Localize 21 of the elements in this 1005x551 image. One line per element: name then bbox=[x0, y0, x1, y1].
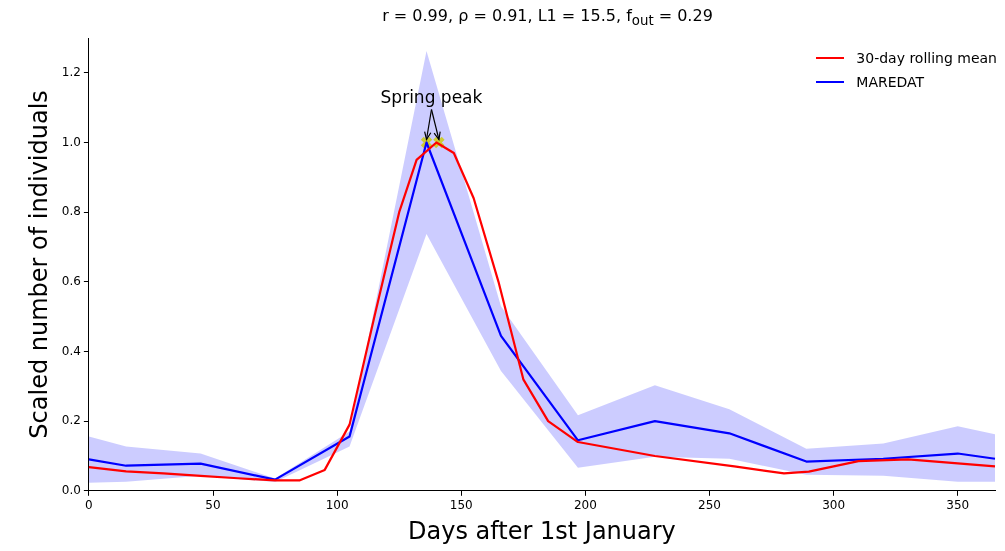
x-tick-label: 200 bbox=[573, 498, 597, 513]
legend-label: 30-day rolling mean bbox=[856, 49, 997, 68]
legend-label: MAREDAT bbox=[856, 73, 925, 92]
y-tick-label: 0.8 bbox=[61, 204, 81, 219]
x-tick-label: 100 bbox=[325, 498, 349, 513]
y-tick-label: 0.4 bbox=[61, 343, 81, 358]
x-tick-label: 350 bbox=[946, 498, 970, 513]
x-tick-label: 250 bbox=[698, 498, 721, 513]
y-tick-label: 0.0 bbox=[61, 482, 81, 497]
x-tick-label: 150 bbox=[449, 498, 473, 513]
y-tick-label: 0.2 bbox=[61, 413, 81, 428]
x-tick-label: 300 bbox=[822, 498, 846, 513]
annotation: Spring peak bbox=[380, 87, 483, 108]
x-tick-label: 50 bbox=[205, 498, 221, 513]
x-tick-label: 0 bbox=[85, 498, 93, 513]
y-tick-label: 1.2 bbox=[61, 64, 81, 79]
y-tick-label: 0.6 bbox=[61, 273, 81, 288]
y-tick-label: 1.0 bbox=[61, 134, 81, 149]
chart-title: r = 0.99, ρ = 0.91, L1 = 15.5, f$_{out}$ = 0.29 bbox=[381, 6, 714, 29]
x-axis-title: Days after 1st January bbox=[408, 516, 676, 545]
y-axis-title: Scaled number of individuals bbox=[24, 90, 53, 439]
